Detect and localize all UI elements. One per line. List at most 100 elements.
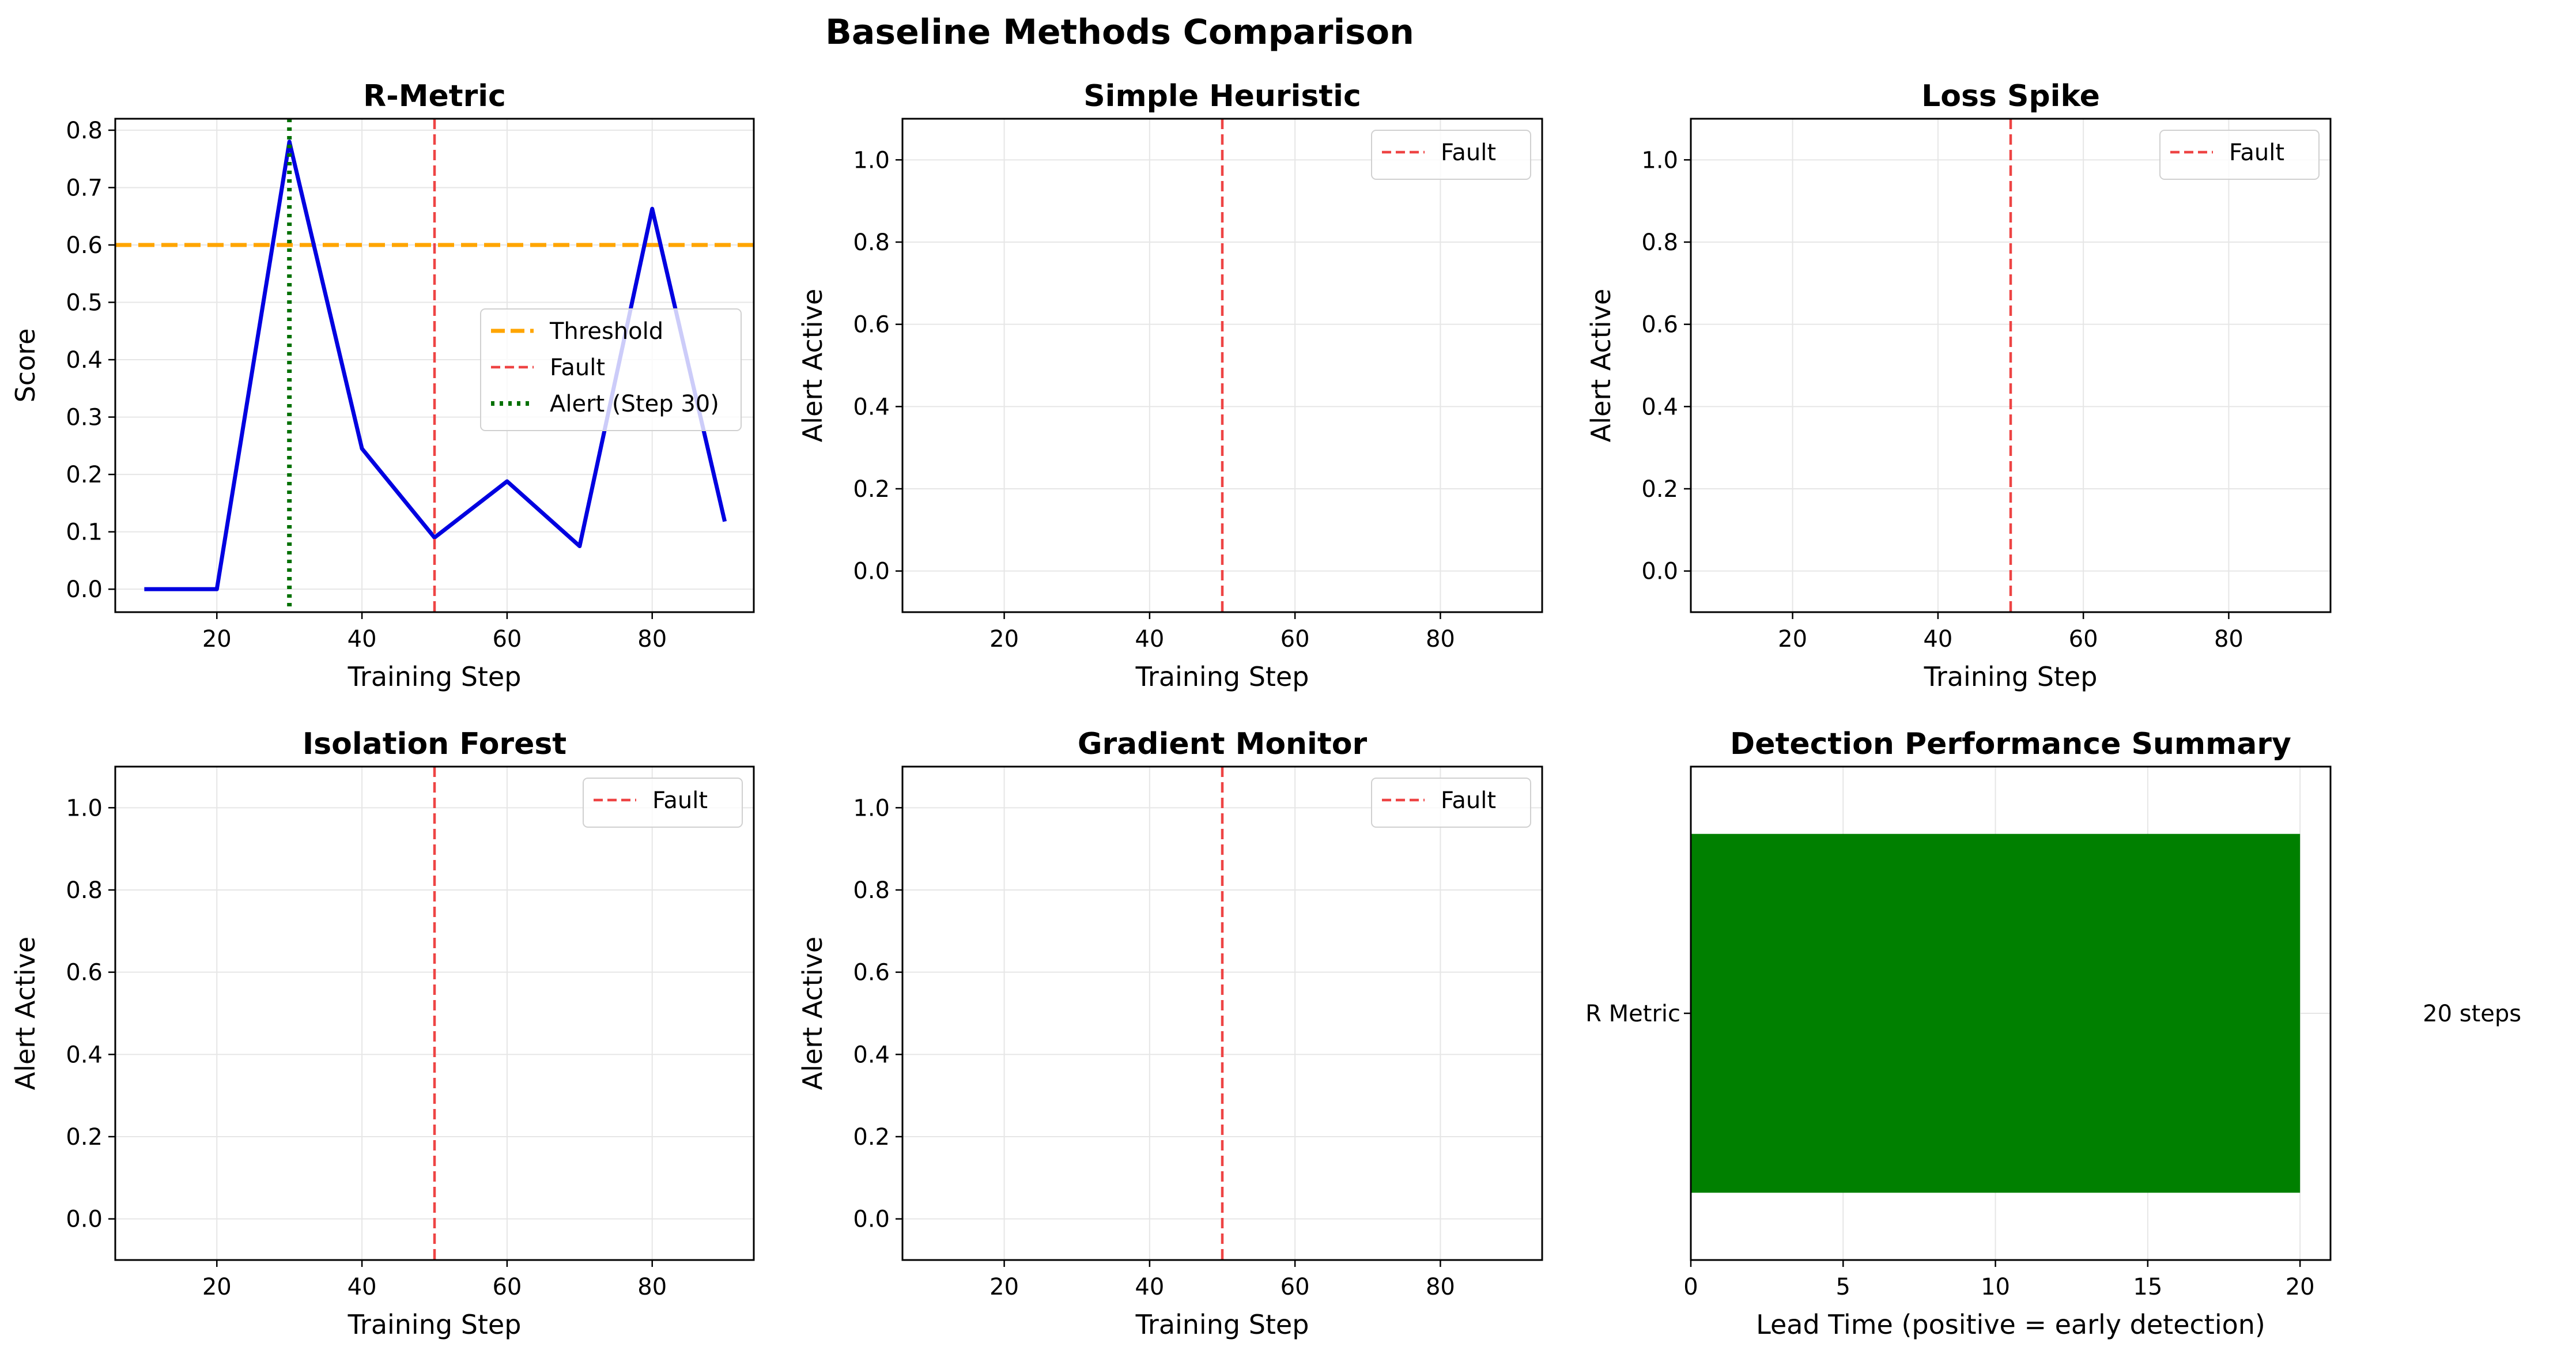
y-tick-label: 0.6	[853, 312, 890, 338]
y-tick-label: 0.8	[66, 118, 103, 144]
x-tick-label: 15	[2133, 1274, 2162, 1300]
x-axis-label: Training Step	[348, 1309, 522, 1340]
y-tick-label: 0.4	[66, 347, 103, 374]
legend-label: Threshold	[549, 318, 663, 345]
axes-frame	[1690, 765, 2332, 1261]
x-tick-label: 40	[348, 626, 377, 652]
x-tick-label: 80	[637, 1274, 667, 1300]
y-tick-label: 0.0	[853, 1206, 890, 1233]
legend-box	[1371, 130, 1531, 180]
y-tick-label: 0.4	[1641, 394, 1678, 420]
x-tick-label: 80	[1426, 626, 1455, 652]
legend: Threshold Fault Alert (Step 30)	[480, 308, 742, 431]
axes-frame	[901, 118, 1543, 613]
legend-label: Fault	[652, 787, 708, 814]
panel-isolation-forest: 20 40 60 80 0.0 0.2 0.4 0.6 0.8 1.0 Isolation Fore…	[10, 727, 755, 1340]
panel-title: Isolation Forest	[303, 727, 566, 761]
panel-title: Loss Spike	[1921, 79, 2100, 114]
legend-label: Fault	[2229, 139, 2284, 166]
panel-title: Detection Performance Summary	[1730, 727, 2291, 761]
x-tick-label: 20	[1778, 626, 1807, 652]
legend-box	[583, 778, 743, 828]
y-tick-label: 0.0	[853, 559, 890, 585]
y-tick-label: 0.7	[66, 175, 103, 201]
y-tick-label: 0.8	[1641, 229, 1678, 256]
axes-frame	[114, 118, 755, 613]
y-tick-label: 0.1	[66, 519, 103, 546]
x-tick-label: 40	[348, 1274, 377, 1300]
x-axis-label: Training Step	[1924, 661, 2098, 692]
y-tick-label: 0.4	[66, 1042, 103, 1068]
y-axis-label: Alert Active	[797, 937, 828, 1090]
x-axis-label: Training Step	[1135, 661, 1309, 692]
x-tick-label: 60	[1281, 1274, 1310, 1300]
panel-title: R-Metric	[363, 79, 506, 114]
y-tick-label: 0.6	[853, 960, 890, 986]
legend-box	[480, 308, 742, 431]
panel-r-metric: 20 40 60 80 0.0 0.1 0.2 0.3 0.4 0.5 0.6 0.7 0.8 R-Met…	[10, 79, 755, 692]
panel-title: Gradient Monitor	[1078, 727, 1368, 761]
y-tick-label: 0.6	[66, 232, 103, 259]
x-tick-label: 0	[1683, 1274, 1698, 1300]
legend-label: Fault	[550, 354, 605, 381]
y-tick-label: 0.2	[66, 462, 103, 488]
y-tick-label: 0.2	[1641, 476, 1678, 503]
x-tick-label: 20	[202, 1274, 232, 1300]
legend-label: Fault	[1441, 139, 1496, 166]
y-tick-label: 0.8	[66, 877, 103, 904]
y-tick-label: 1.0	[853, 147, 890, 173]
y-tick-label: 0.0	[1641, 559, 1678, 585]
x-tick-label: 40	[1135, 1274, 1164, 1300]
legend: Fault	[1371, 130, 1531, 180]
panel-title: Simple Heuristic	[1083, 79, 1361, 114]
x-tick-label: 60	[2069, 626, 2098, 652]
panel-simple-heuristic: 20 40 60 80 0.0 0.2 0.4 0.6 0.8 1.0 Simple Heurist…	[797, 79, 1543, 692]
x-tick-label: 80	[2214, 626, 2243, 652]
y-tick-label: 0.4	[853, 1042, 890, 1068]
x-tick-label: 20	[202, 626, 232, 652]
legend-label: Fault	[1441, 787, 1496, 814]
x-tick-label: 20	[989, 626, 1019, 652]
x-tick-label: 80	[1426, 1274, 1455, 1300]
y-tick-label: 0.8	[853, 877, 890, 904]
x-tick-label: 80	[637, 626, 667, 652]
axes-frame	[901, 765, 1543, 1261]
figure-title: Baseline Methods Comparison	[825, 12, 1414, 52]
x-axis-label: Training Step	[348, 661, 522, 692]
axes-frame	[1690, 118, 2332, 613]
y-axis-label: Alert Active	[797, 289, 828, 442]
x-tick-label: 40	[1135, 626, 1164, 652]
x-tick-label: 5	[1836, 1274, 1850, 1300]
legend: Fault	[583, 778, 743, 828]
y-tick-label: 0.5	[66, 290, 103, 316]
panel-gradient-monitor: 20 40 60 80 0.0 0.2 0.4 0.6 0.8 1.0 Gradient Monit…	[797, 727, 1543, 1340]
y-tick-label: 0.6	[66, 960, 103, 986]
x-tick-label: 60	[1281, 626, 1310, 652]
y-tick-label: 0.3	[66, 405, 103, 431]
y-tick-label: 0.0	[66, 576, 103, 603]
panel-detection-performance-summary: 20 steps R Metric 0 5 10 15 20 Detection Perfor…	[1585, 727, 2521, 1340]
y-axis-label: Alert Active	[1585, 289, 1616, 442]
y-tick-label: 1.0	[853, 795, 890, 821]
y-tick-label: 0.6	[1641, 312, 1678, 338]
y-axis-label: Score	[10, 329, 41, 403]
legend-box	[1371, 778, 1531, 828]
x-tick-label: 20	[989, 1274, 1019, 1300]
y-tick-label: 0.2	[853, 476, 890, 503]
y-tick-label: 0.2	[66, 1124, 103, 1150]
y-tick-label: R Metric	[1585, 1001, 1680, 1027]
x-tick-label: 60	[492, 1274, 522, 1300]
y-axis-label: Alert Active	[10, 937, 41, 1090]
axes-frame	[114, 765, 755, 1261]
x-tick-label: 40	[1923, 626, 1952, 652]
y-tick-label: 0.8	[853, 229, 890, 256]
legend-box	[2159, 130, 2320, 180]
x-axis-label: Lead Time (positive = early detection)	[1756, 1309, 2265, 1340]
y-tick-label: 0.0	[66, 1206, 103, 1233]
x-tick-label: 10	[1981, 1274, 2010, 1300]
bar-value-label: 20 steps	[2423, 1001, 2521, 1027]
legend-label: Alert (Step 30)	[550, 391, 719, 417]
x-tick-label: 60	[492, 626, 522, 652]
x-tick-label: 20	[2286, 1274, 2315, 1300]
